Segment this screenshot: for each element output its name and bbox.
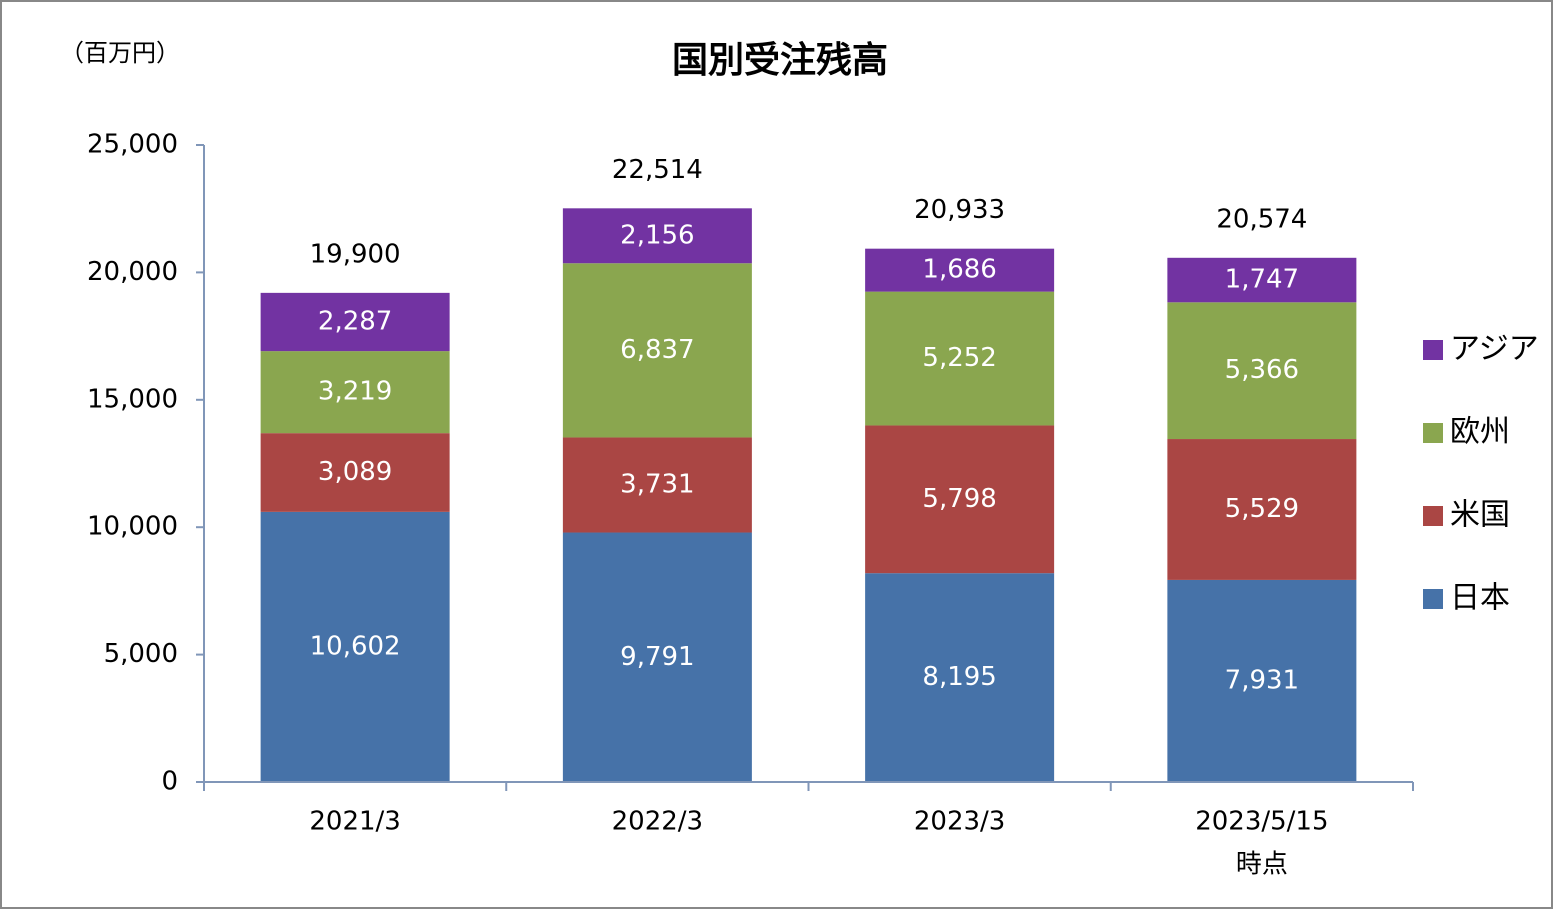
bar-segment bbox=[1167, 579, 1357, 782]
value-label: 8,195 bbox=[922, 662, 996, 692]
value-label: 10,602 bbox=[310, 631, 401, 661]
bar-segment bbox=[865, 291, 1055, 426]
value-label: 2,156 bbox=[620, 220, 694, 250]
legend-swatch bbox=[1423, 423, 1443, 443]
bar-segment bbox=[260, 511, 450, 782]
value-label: 1,747 bbox=[1225, 265, 1299, 295]
value-label: 7,931 bbox=[1225, 665, 1299, 695]
y-tick-label: 0 bbox=[161, 767, 178, 797]
bar-segment bbox=[562, 437, 752, 533]
y-tick-label: 25,000 bbox=[87, 130, 178, 160]
legend-label: 欧州 bbox=[1450, 415, 1510, 450]
legend-swatch bbox=[1423, 589, 1443, 609]
value-label: 3,089 bbox=[318, 457, 392, 487]
bar-segment bbox=[1167, 257, 1357, 303]
x-tick-label: 2023/3 bbox=[914, 807, 1005, 837]
value-label: 2,287 bbox=[318, 306, 392, 336]
x-tick-label: 2022/3 bbox=[612, 807, 703, 837]
legend-swatch bbox=[1423, 340, 1443, 360]
bar-segment bbox=[1167, 302, 1357, 440]
value-label: 9,791 bbox=[620, 642, 694, 672]
value-label: 5,798 bbox=[922, 484, 996, 514]
bar-segment bbox=[865, 425, 1055, 574]
total-label: 22,514 bbox=[612, 155, 703, 185]
value-label: 3,219 bbox=[318, 377, 392, 407]
value-label: 5,252 bbox=[922, 343, 996, 373]
bar-segment bbox=[562, 263, 752, 438]
x-tick-label: 2021/3 bbox=[309, 807, 400, 837]
value-label: 1,686 bbox=[922, 255, 996, 285]
legend-label: 米国 bbox=[1450, 498, 1510, 533]
total-label: 20,933 bbox=[914, 195, 1005, 225]
bar-segment bbox=[260, 351, 450, 434]
unit-label: （百万円） bbox=[60, 39, 180, 67]
bar-segment bbox=[260, 292, 450, 352]
y-tick-label: 10,000 bbox=[87, 512, 178, 542]
legend-label: アジア bbox=[1450, 332, 1539, 367]
bar-segment bbox=[1167, 439, 1357, 580]
bar-segment bbox=[260, 433, 450, 512]
value-label: 6,837 bbox=[620, 335, 694, 365]
total-label: 19,900 bbox=[310, 239, 401, 269]
bar-segment bbox=[865, 248, 1055, 292]
x-tick-label: 2023/5/15 bbox=[1195, 807, 1328, 837]
y-tick-label: 15,000 bbox=[87, 384, 178, 414]
value-label: 5,529 bbox=[1225, 494, 1299, 524]
bar-segment bbox=[562, 208, 752, 264]
bar-segment bbox=[865, 573, 1055, 782]
legend-label: 日本 bbox=[1450, 581, 1510, 616]
y-tick-label: 5,000 bbox=[104, 639, 178, 669]
value-label: 5,366 bbox=[1225, 355, 1299, 385]
legend-swatch bbox=[1423, 506, 1443, 526]
total-label: 20,574 bbox=[1216, 204, 1307, 234]
chart-title: 国別受注残高 bbox=[672, 40, 888, 81]
y-tick-label: 20,000 bbox=[87, 257, 178, 287]
bar-segment bbox=[562, 532, 752, 782]
value-label: 3,731 bbox=[620, 469, 694, 499]
x-tick-label: 時点 bbox=[1236, 850, 1288, 880]
